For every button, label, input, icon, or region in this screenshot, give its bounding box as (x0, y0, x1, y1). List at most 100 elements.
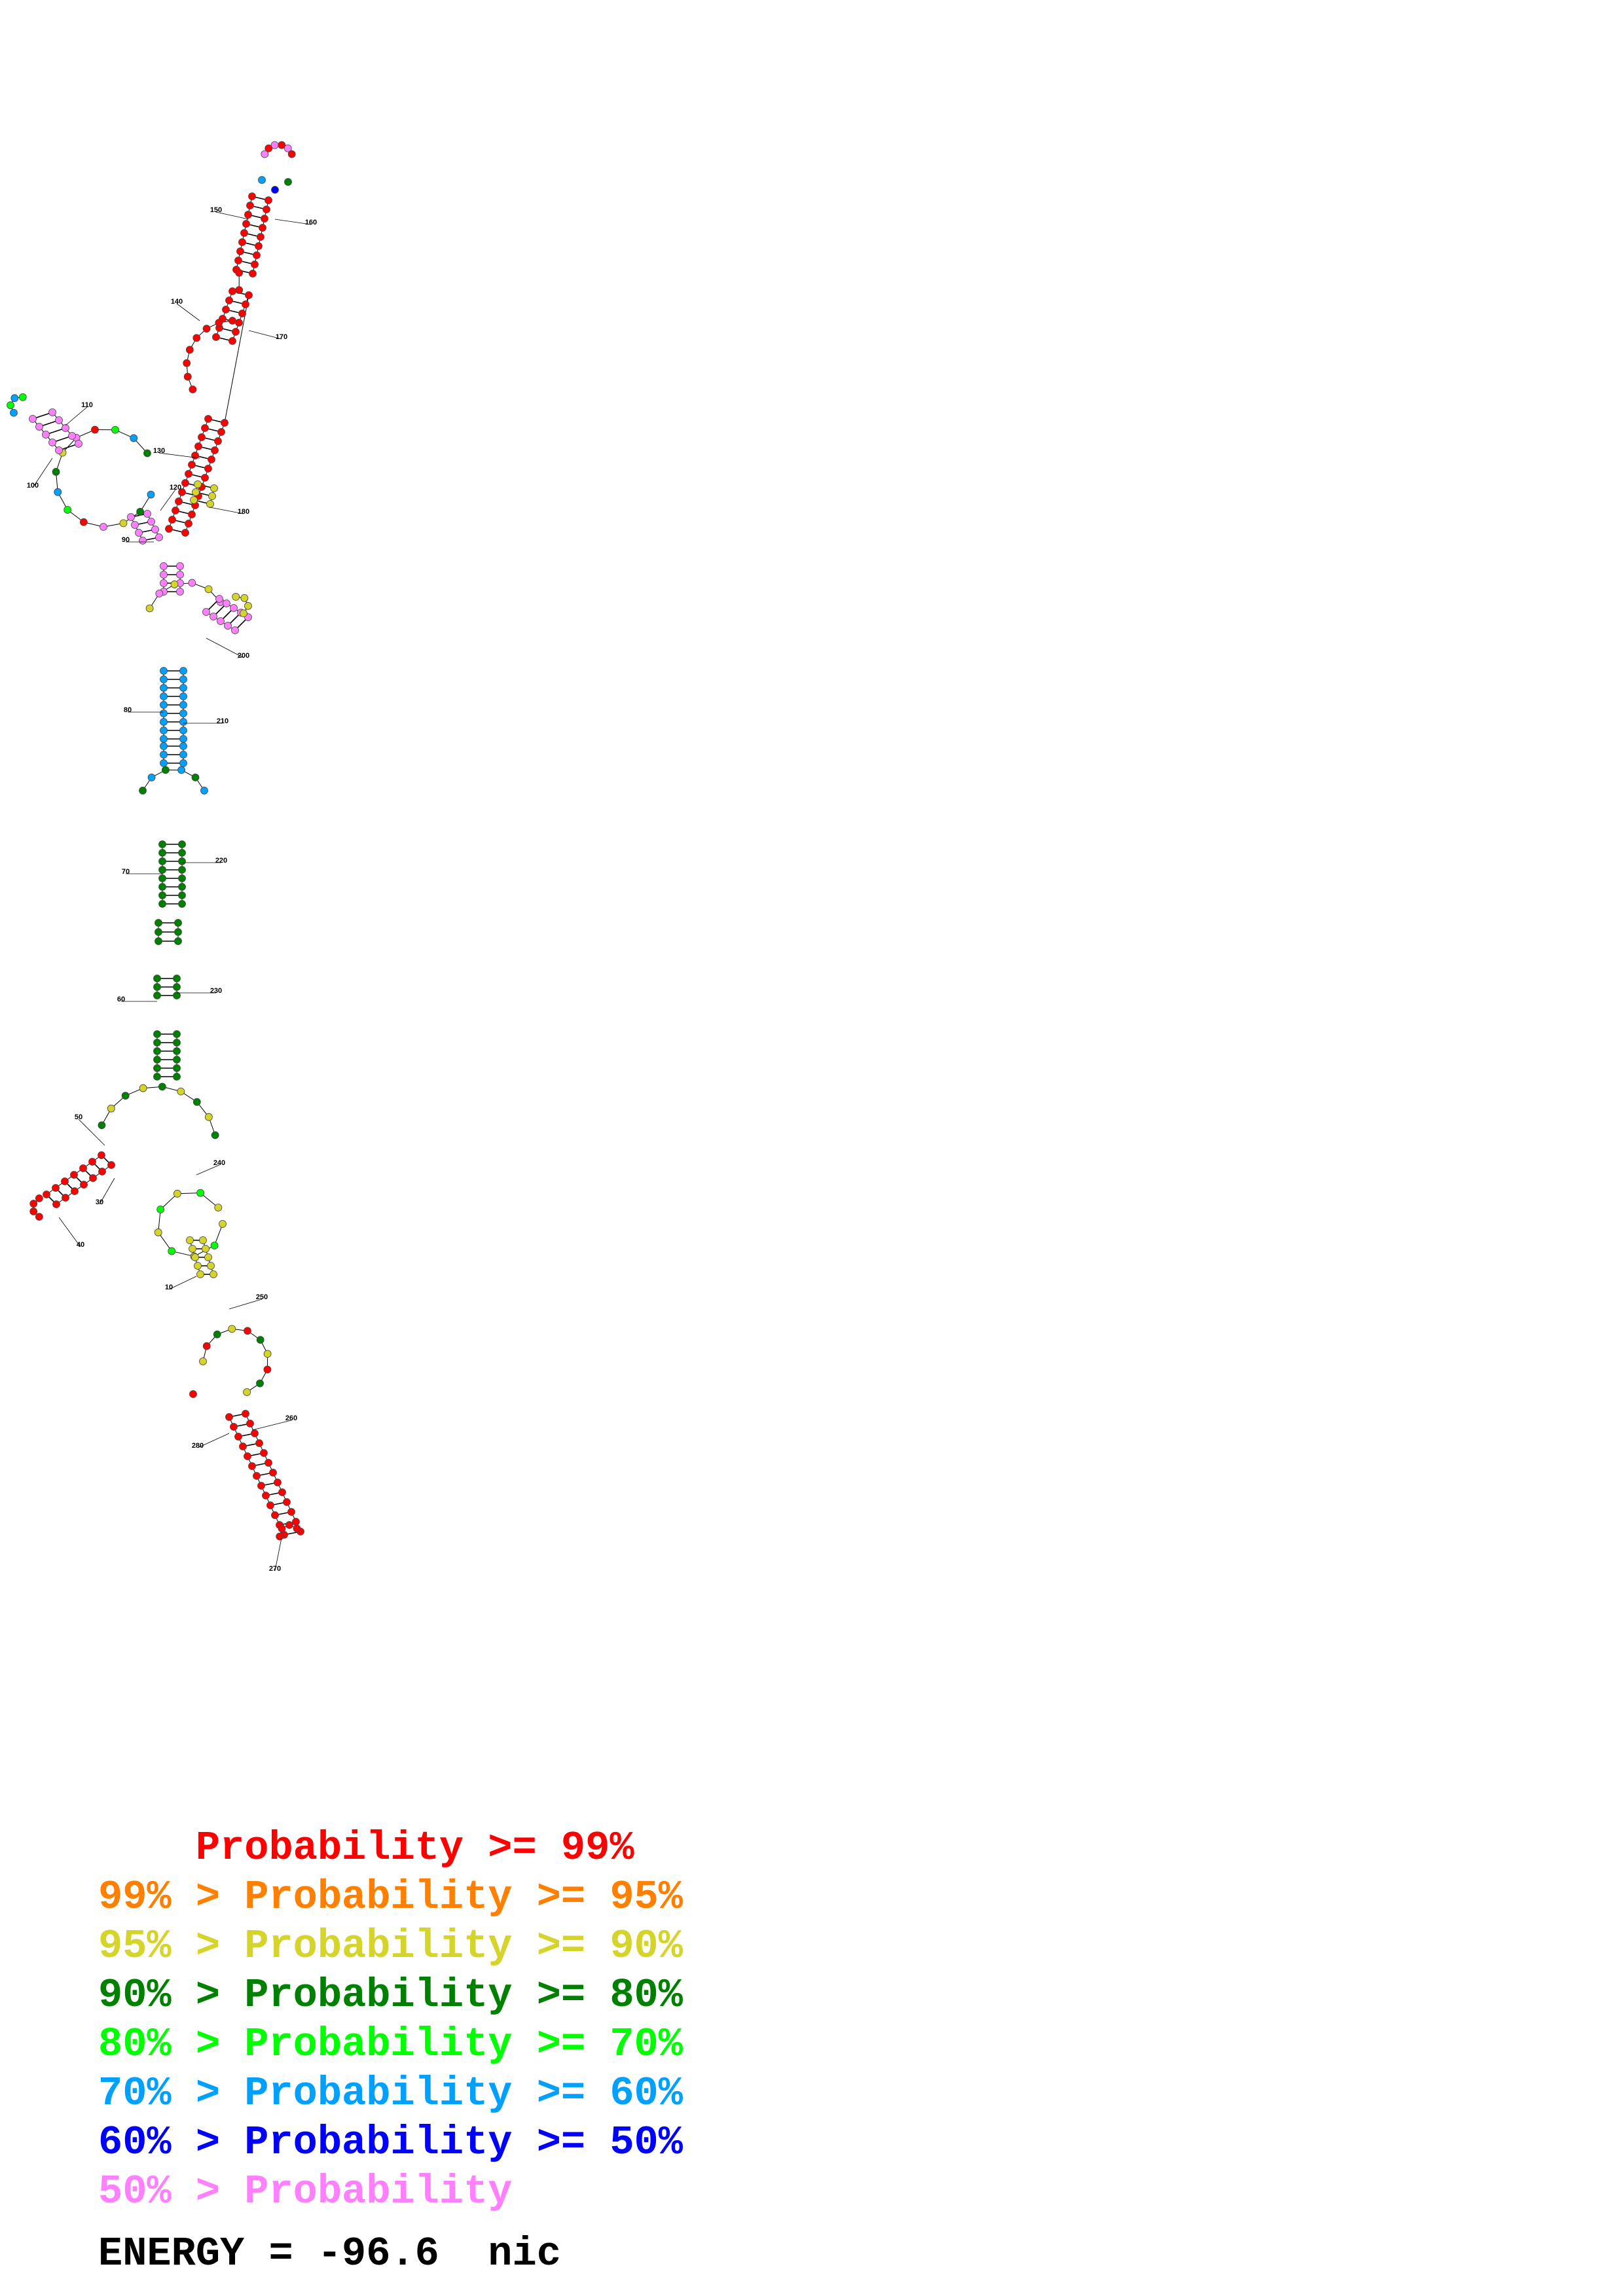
legend-entry-99: Probability >= 99% (98, 1825, 634, 1871)
nucleotide (206, 500, 214, 508)
nucleotide (160, 709, 168, 717)
nucleotide (153, 1030, 161, 1038)
nucleotide (70, 1171, 78, 1179)
nucleotide (271, 1511, 279, 1519)
nucleotide (158, 891, 166, 899)
nucleotide (217, 617, 225, 625)
nucleotide (228, 337, 236, 345)
position-label: 150 (210, 206, 222, 214)
nucleotide (230, 604, 238, 612)
nucleotide (173, 1039, 181, 1047)
nucleotide (153, 1047, 161, 1055)
nucleotide (186, 1236, 194, 1244)
nucleotide (179, 709, 187, 717)
position-label: 10 (165, 1283, 173, 1291)
nucleotide (196, 1189, 204, 1197)
nucleotide (18, 393, 27, 401)
nucleotide (173, 975, 181, 982)
nucleotide (176, 562, 184, 570)
nucleotide (162, 766, 170, 774)
nucleotide (160, 742, 168, 750)
nucleotide (130, 434, 138, 442)
position-label: 40 (77, 1241, 84, 1249)
nucleotide (234, 1433, 242, 1441)
label-leader (78, 1119, 105, 1146)
nucleotide (211, 446, 219, 454)
nucleotide (283, 144, 292, 152)
nucleotide (158, 857, 166, 865)
nucleotide (235, 319, 243, 327)
nucleotide (35, 1194, 43, 1202)
nucleotide (156, 1205, 165, 1213)
position-label: 70 (122, 868, 130, 876)
nucleotide (158, 900, 166, 908)
position-label: 270 (269, 1565, 281, 1573)
nucleotide (173, 1064, 181, 1072)
nucleotide (107, 1161, 115, 1169)
label-leader (196, 1164, 220, 1175)
nucleotide (261, 150, 269, 158)
nucleotide (119, 519, 128, 528)
position-label: 180 (238, 508, 249, 516)
nucleotide (276, 1532, 284, 1541)
nucleotide (194, 442, 202, 450)
position-label: 260 (285, 1414, 297, 1422)
nucleotide (35, 1213, 43, 1221)
nucleotide (287, 150, 296, 158)
nucleotide (259, 224, 266, 232)
nucleotide (228, 317, 236, 325)
nucleotide (160, 718, 168, 726)
nucleotide (244, 211, 252, 219)
nucleotide (48, 439, 56, 446)
nucleotide (204, 465, 212, 473)
nucleotide (255, 1439, 263, 1447)
nucleotide (240, 229, 248, 237)
nucleotide (204, 585, 213, 594)
label-leader (251, 1420, 292, 1431)
nucleotide (158, 883, 166, 891)
nucleotide (178, 866, 186, 874)
nucleotide (190, 496, 198, 504)
nucleotide (232, 328, 240, 336)
nucleotide (139, 786, 147, 795)
legend-entry-70: 80% > Probability >= 70% (98, 2021, 683, 2068)
nucleotide (253, 1472, 261, 1480)
nucleotide (173, 992, 181, 999)
nucleotide (54, 488, 62, 496)
legend-entry-95: 99% > Probability >= 95% (98, 1874, 683, 1920)
nucleotide (136, 508, 144, 516)
nucleotide (176, 571, 184, 579)
nucleotide (168, 1247, 176, 1255)
nucleotide (68, 432, 76, 440)
nucleotide (263, 1350, 272, 1358)
nucleotide (177, 766, 185, 774)
nucleotide (292, 1518, 300, 1526)
nucleotide (160, 675, 168, 683)
nucleotide (153, 975, 161, 982)
nucleotide (153, 1039, 161, 1047)
nucleotide (131, 521, 139, 529)
nucleotide (160, 726, 168, 734)
nucleotide (258, 176, 266, 184)
nucleotide (160, 759, 168, 767)
position-label: 220 (215, 857, 227, 865)
nucleotide (174, 919, 182, 927)
nucleotide (207, 1262, 215, 1270)
position-label: 60 (117, 996, 125, 1003)
nucleotide (160, 735, 168, 743)
nucleotide (153, 983, 161, 991)
nucleotide (244, 1327, 251, 1335)
nucleotide (178, 488, 186, 496)
nucleotide (158, 849, 166, 857)
nucleotide (202, 1342, 211, 1350)
nucleotide (173, 1030, 181, 1038)
nucleotide (179, 751, 187, 759)
nucleotide (178, 900, 186, 908)
nucleotide (210, 1242, 219, 1249)
nucleotide (234, 257, 242, 264)
nucleotide (224, 622, 232, 630)
nucleotide (222, 306, 230, 314)
nucleotide (121, 1092, 130, 1100)
nucleotide (199, 1236, 207, 1244)
nucleotide (235, 286, 244, 295)
